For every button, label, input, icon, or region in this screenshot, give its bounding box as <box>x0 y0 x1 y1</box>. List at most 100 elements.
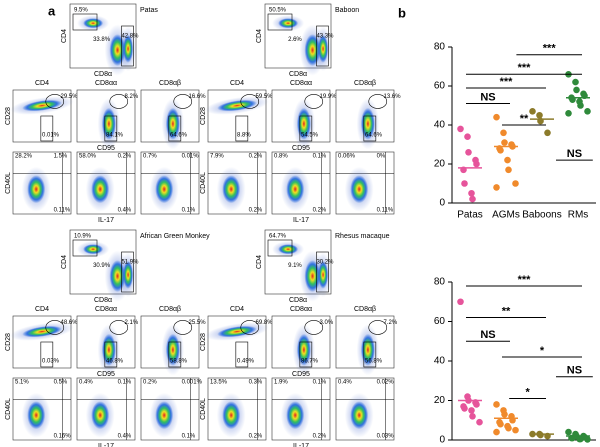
data-point <box>584 108 591 115</box>
y-tick-label: 80 <box>434 277 446 288</box>
density <box>318 34 329 63</box>
data-point <box>493 184 500 191</box>
data-point <box>573 86 580 94</box>
gate <box>299 341 313 368</box>
axis-label: CD95 <box>292 145 310 152</box>
gate <box>363 115 377 142</box>
axis-label: IL-17 <box>293 217 309 224</box>
data-point <box>497 147 504 154</box>
plot-title: African Green Monkey <box>140 233 210 240</box>
percent: 16.6% <box>189 94 207 100</box>
gate <box>173 320 193 335</box>
percent: 0.1% <box>313 380 327 386</box>
gate <box>40 115 54 142</box>
axis-label: CD8α <box>289 297 307 304</box>
gate <box>104 341 118 368</box>
percent: 30.9% <box>93 263 111 269</box>
y-tick-label: 20 <box>434 395 446 406</box>
density <box>27 175 46 204</box>
gate <box>40 341 54 368</box>
percent: 0.4% <box>118 434 132 440</box>
axis-label: CD28 <box>200 107 207 125</box>
subset-label: CD4 <box>35 306 49 313</box>
percent: 1.5% <box>54 154 68 160</box>
subset-label: CD8αα <box>95 306 117 313</box>
data-point <box>500 129 507 137</box>
percent: 0.01% <box>42 132 60 138</box>
percent: 0.1% <box>182 434 196 440</box>
percent: 0.1% <box>182 208 196 214</box>
significance-label: *** <box>500 76 514 88</box>
density <box>286 175 305 204</box>
percent: 0.16% <box>54 434 72 440</box>
data-point <box>468 407 475 414</box>
percent: 13.5% <box>210 380 228 386</box>
percent: 13.6% <box>384 94 402 100</box>
percent: 30.2% <box>316 260 334 266</box>
gate <box>121 25 134 67</box>
data-point <box>577 435 584 443</box>
subset-label: CD4 <box>230 306 244 313</box>
gate <box>299 115 313 142</box>
density <box>123 260 134 289</box>
gate <box>72 13 98 31</box>
y-tick-label: 0 <box>439 435 445 446</box>
percent: 0.03% <box>42 358 60 364</box>
percent: 51.9% <box>121 260 139 266</box>
axis-label: IL-17 <box>98 443 114 447</box>
density <box>123 34 134 63</box>
axis-label: IL-17 <box>293 443 309 447</box>
data-point <box>493 401 500 408</box>
gate <box>235 115 249 142</box>
percent: 5.1% <box>15 380 29 386</box>
plot-title: Rhesus macaque <box>335 233 390 240</box>
gate <box>267 239 293 257</box>
axis-label: CD95 <box>97 371 115 378</box>
gate <box>104 115 118 142</box>
axis-label: CD40L <box>200 172 207 194</box>
gate <box>168 341 182 368</box>
subset-label: CD4 <box>230 80 244 87</box>
significance-label: NS <box>567 148 582 160</box>
percent: 0.3% <box>249 380 263 386</box>
data-point <box>505 424 512 432</box>
y-tick-label: 0 <box>439 198 445 209</box>
panel-label: a <box>48 3 56 18</box>
plot-title: Baboon <box>335 7 359 14</box>
axis-label: CD28 <box>5 107 12 125</box>
percent: 0.2% <box>249 434 263 440</box>
percent: 9.1% <box>288 263 302 269</box>
percent: 19.9% <box>320 94 338 100</box>
plot-title: Patas <box>140 7 158 14</box>
data-point <box>536 111 543 119</box>
percent: 0% <box>377 154 386 160</box>
axis-label: CD28 <box>5 333 12 351</box>
percent: 0.49% <box>237 358 255 364</box>
subset-label: CD8αβ <box>354 306 376 313</box>
data-point <box>565 110 572 117</box>
density <box>318 260 329 289</box>
percent: 9.5% <box>74 8 88 14</box>
percent: 0.2% <box>143 380 157 386</box>
density <box>222 175 241 204</box>
gate <box>235 341 249 368</box>
data-point <box>512 426 519 434</box>
density <box>278 244 299 255</box>
percent: 0.001% <box>182 380 203 386</box>
percent: 54.5% <box>301 132 319 138</box>
percent: 10.9% <box>74 234 92 240</box>
percent: 50.5% <box>269 8 287 14</box>
axis-label: CD8α <box>94 297 112 304</box>
gate <box>45 94 65 109</box>
density <box>350 175 369 204</box>
axis-label: IL-17 <box>98 217 114 224</box>
percent: 0.11% <box>54 208 71 214</box>
data-point <box>544 129 551 137</box>
gate <box>304 320 324 335</box>
y-tick-label: 40 <box>434 356 446 367</box>
axis-label: CD40L <box>5 398 12 420</box>
percent: 28.2% <box>15 154 33 160</box>
subset-label: CD8αβ <box>159 306 181 313</box>
axis-label: CD4 <box>256 255 263 269</box>
percent: 8.8% <box>237 132 251 138</box>
